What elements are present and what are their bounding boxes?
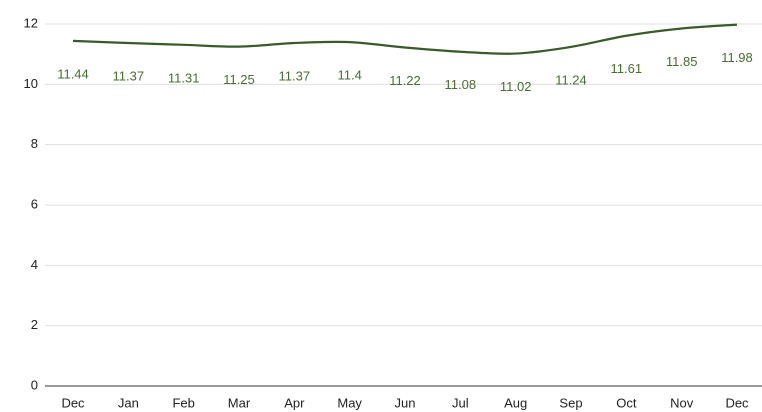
x-tick-label: May [337, 395, 362, 410]
data-label: 11.61 [611, 61, 643, 76]
x-tick-label: Dec [61, 395, 85, 410]
x-tick-label: Feb [172, 395, 194, 410]
x-tick-label: Aug [504, 395, 527, 410]
data-label: 11.25 [223, 72, 255, 87]
y-tick-label: 6 [31, 196, 38, 211]
x-tick-label: Dec [725, 395, 749, 410]
data-label: 11.02 [500, 79, 532, 94]
x-tick-label: Apr [284, 395, 305, 410]
y-tick-label: 0 [31, 377, 38, 392]
x-tick-label: Jan [118, 395, 139, 410]
data-label: 11.4 [337, 68, 361, 83]
data-label: 11.22 [389, 73, 421, 88]
data-label: 11.37 [113, 68, 145, 83]
x-tick-label: Nov [670, 395, 694, 410]
line [72, 23, 738, 55]
y-tick-label: 12 [24, 15, 38, 30]
x-tick-label: Oct [616, 395, 637, 410]
y-tick-label: 8 [31, 136, 38, 151]
x-tick-label: Sep [559, 395, 582, 410]
y-tick-label: 2 [31, 317, 38, 332]
y-tick-label: 4 [31, 257, 38, 272]
data-label: 11.31 [168, 70, 200, 85]
data-label: 11.85 [666, 54, 698, 69]
data-label: 11.37 [279, 68, 311, 83]
data-label: 11.08 [445, 77, 477, 92]
y-tick-label: 10 [24, 76, 38, 91]
x-tick-label: Mar [228, 395, 251, 410]
data-label: 11.24 [555, 72, 587, 87]
data-label: 11.98 [721, 50, 753, 65]
x-tick-label: Jun [395, 395, 416, 410]
x-tick-label: Jul [452, 395, 469, 410]
data-label: 11.44 [57, 66, 89, 81]
